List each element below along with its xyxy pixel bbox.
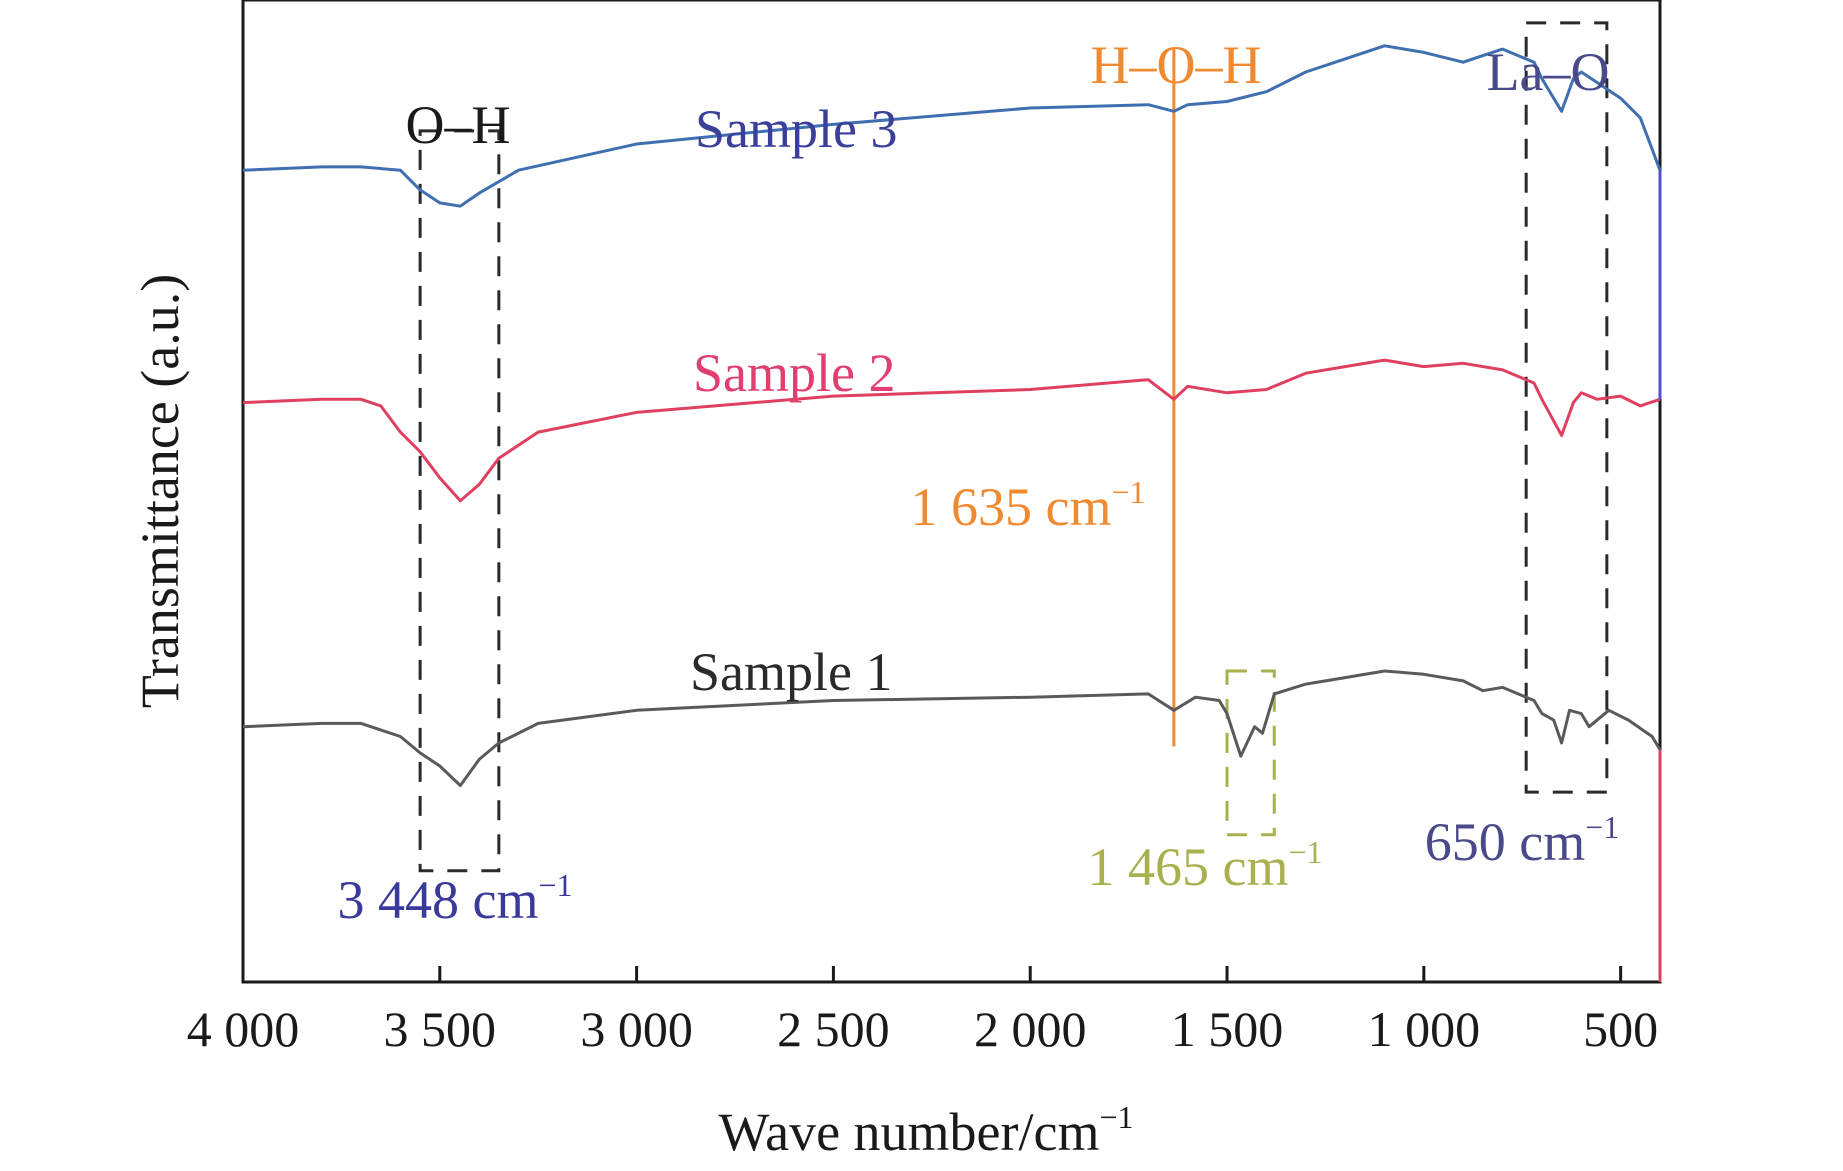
series-line-sample-2 (242, 358, 1661, 503)
sample-1-label: Sample 1 (690, 642, 892, 702)
oh-wavenumber-label: 3 448 cm−1 (337, 867, 572, 930)
x-tick-label: 3 500 (384, 1001, 497, 1057)
oh-label: O–H (406, 95, 511, 155)
c1465-wavenumber-sup: −1 (1288, 834, 1322, 870)
series-line-sample-3 (242, 44, 1662, 208)
series-lines (242, 44, 1662, 982)
hoh-wavenumber-label: 1 635 cm−1 (910, 474, 1145, 537)
c1465-dashed-box (1225, 669, 1276, 837)
annotation-boxes (418, 21, 1609, 873)
hoh-label: H–O–H (1091, 35, 1262, 95)
c1465-wavenumber-label: 1 465 cm−1 (1087, 834, 1322, 897)
lao-wavenumber-sup: −1 (1585, 809, 1619, 845)
x-tick-label: 3 000 (580, 1001, 693, 1057)
lao-label: La–O (1487, 42, 1610, 102)
x-axis-title: Wave number/cm−1 (718, 1099, 1133, 1162)
x-tick-label: 2 500 (777, 1001, 890, 1057)
sample-2-label: Sample 2 (693, 343, 895, 403)
series-line-sample-1 (242, 669, 1662, 788)
x-tick-label: 4 000 (187, 1001, 300, 1057)
oh-dashed-box (418, 129, 501, 873)
x-ticks (241, 966, 1623, 982)
sample-3-label: Sample 3 (695, 99, 897, 159)
y-axis-title: Transmittance (a.u.) (130, 274, 190, 708)
x-tick-label: 1 500 (1171, 1001, 1284, 1057)
x-axis-title-sup: −1 (1099, 1099, 1133, 1135)
lao-wavenumber-label: 650 cm−1 (1425, 809, 1620, 872)
x-tick-label: 500 (1583, 1001, 1658, 1057)
plot-frame (241, 0, 1662, 984)
lao-dashed-box (1524, 21, 1609, 794)
x-tick-label: 1 000 (1368, 1001, 1481, 1057)
oh-wavenumber-sup: −1 (538, 867, 572, 903)
x-tick-labels: 4 000 3 500 3 000 2 500 2 000 1 500 1 000 500 (187, 1001, 1658, 1057)
hoh-wavenumber-sup: −1 (1111, 474, 1145, 510)
x-tick-label: 2 000 (974, 1001, 1087, 1057)
